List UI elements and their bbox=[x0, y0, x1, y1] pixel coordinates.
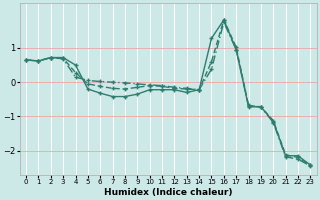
X-axis label: Humidex (Indice chaleur): Humidex (Indice chaleur) bbox=[104, 188, 232, 197]
